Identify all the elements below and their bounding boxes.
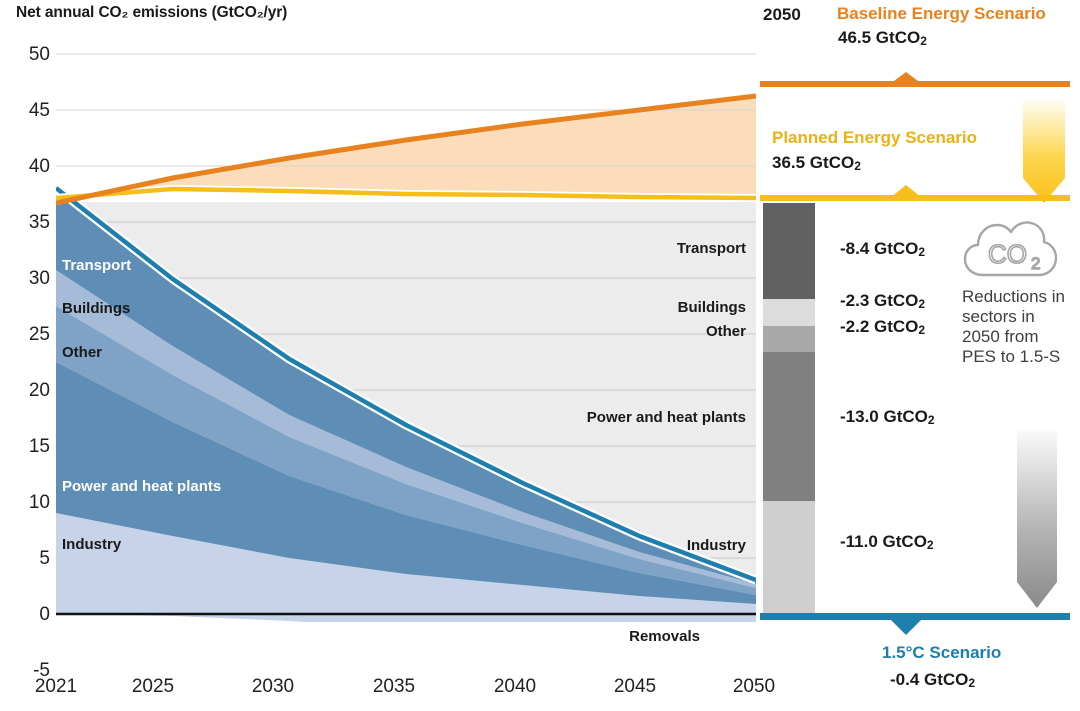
band-industry (56, 513, 756, 614)
label-buildings-right: Buildings (677, 299, 746, 316)
baseline-scenario-rule (760, 72, 1070, 88)
reduction-label-1: -8.4 GtCO2 (840, 239, 925, 259)
right-panel-year: 2050 (763, 5, 801, 24)
y-tick-25: 25 (28, 324, 50, 345)
y-axis: 50 45 40 35 30 25 20 15 10 5 0 -5 (0, 0, 50, 711)
baseline-rule-svg (760, 72, 1070, 87)
y-tick-30: 30 (28, 268, 50, 289)
reduction-label-1-sub: 2 (918, 245, 926, 259)
x-tick-2050: 2050 (732, 676, 776, 697)
reduction-label-3-sub: 2 (918, 323, 926, 337)
label-industry-right: Industry (686, 537, 746, 554)
x-tick-2040: 2040 (493, 676, 537, 697)
line-planned-energy-scenario (56, 186, 756, 201)
reduction-label-4-text: -13.0 GtCO (840, 407, 928, 426)
band-removals (56, 614, 756, 622)
reduction-segment-5 (763, 501, 815, 616)
x-tick-2025: 2025 (131, 676, 175, 697)
reduction-label-4-sub: 2 (927, 413, 935, 427)
reduction-segment-4 (763, 352, 815, 501)
planned-value-text: 36.5 GtCO (772, 153, 855, 172)
planned-value-sub: 2 (854, 159, 861, 173)
y-tick-45: 45 (28, 100, 50, 121)
label-transport-right: Transport (676, 240, 746, 257)
co2-cloud-icon: CO 2 (963, 215, 1058, 285)
baseline-scenario-value: 46.5 GtCO2 (838, 28, 927, 48)
reductions-caption: Reductions in sectors in 2050 from PES t… (962, 287, 1066, 366)
y-tick-20: 20 (28, 380, 50, 401)
reduction-segment-1 (763, 203, 815, 299)
label-power-left: Power and heat plants (62, 478, 222, 495)
label-other-left: Other (62, 344, 103, 361)
band-power-and-heat-plants (56, 362, 756, 604)
reduction-label-3-text: -2.2 GtCO (840, 317, 919, 336)
label-removals: Removals (629, 628, 700, 645)
planned-up-marker (890, 185, 922, 198)
planned-to-target-arrow (1017, 100, 1071, 205)
yellow-arrow-svg (1023, 100, 1065, 203)
baseline-value-text: 46.5 GtCO (838, 28, 921, 47)
x-tick-2030: 2030 (251, 676, 295, 697)
planned-rule-svg (760, 185, 1070, 201)
line-baseline-energy-scenario (56, 93, 756, 206)
reduction-label-4: -13.0 GtCO2 (840, 407, 935, 427)
planned-rule-line (760, 195, 1070, 201)
label-other-right: Other (705, 323, 746, 340)
y-tick-15: 15 (28, 436, 50, 457)
y-tick-10: 10 (28, 492, 50, 513)
reduction-label-1-text: -8.4 GtCO (840, 239, 919, 258)
y-tick-50: 50 (28, 44, 50, 65)
chart-plot-area: Transport Buildings Other Power and heat… (56, 50, 756, 645)
reduction-label-2-sub: 2 (918, 297, 926, 311)
x-tick-2045: 2045 (613, 676, 657, 697)
y-tick-35: 35 (28, 212, 50, 233)
planned-scenario-title: Planned Energy Scenario (772, 128, 978, 147)
chart-svg (56, 50, 756, 622)
line-1-5c-scenario (56, 186, 756, 583)
page-title-text: Net annual CO₂ emissions (GtCO₂/yr) (16, 4, 288, 21)
target-rule-line (760, 613, 1070, 620)
x-tick-2035: 2035 (372, 676, 416, 697)
target-rule-svg (760, 613, 1070, 635)
planned-scenario-value: 36.5 GtCO2 (772, 153, 861, 173)
y-tick-5: 5 (39, 548, 50, 569)
reduction-label-5-text: -11.0 GtCO (840, 532, 927, 551)
reduction-bar (763, 203, 815, 616)
reduction-segment-2 (763, 299, 815, 326)
label-power-right: Power and heat plants (586, 409, 746, 426)
target-scenario-value: -0.4 GtCO2 (890, 670, 975, 690)
page-title: Net annual CO₂ emissions (GtCO₂/yr) (16, 4, 287, 22)
reduction-label-2: -2.3 GtCO2 (840, 291, 925, 311)
reduction-label-5-sub: 2 (926, 538, 934, 552)
grey-arrow-svg (1017, 430, 1057, 608)
svg-text:CO: CO (988, 239, 1027, 269)
reduction-label-5: -11.0 GtCO2 (840, 532, 934, 552)
y-tick-0: 0 (39, 604, 50, 625)
x-axis: 2021 2025 2030 2035 2040 2045 2050 (0, 676, 780, 706)
target-scenario-rule (760, 613, 1070, 637)
baseline-scenario-band (56, 96, 756, 203)
reduction-label-2-text: -2.3 GtCO (840, 291, 919, 310)
baseline-value-sub: 2 (920, 34, 927, 48)
reduction-segment-3 (763, 326, 815, 352)
planned-scenario-rule (760, 185, 1070, 203)
y-tick-40: 40 (28, 156, 50, 177)
label-buildings-left: Buildings (62, 300, 131, 317)
pes-to-target-arrow (1010, 430, 1064, 610)
baseline-scenario-title: Baseline Energy Scenario (837, 4, 1046, 23)
label-transport-left: Transport (62, 257, 132, 274)
target-scenario-title: 1.5°C Scenario (882, 643, 1002, 662)
target-down-marker (890, 619, 922, 635)
y-tick-minus5: -5 (33, 660, 50, 681)
target-value-sub: 2 (968, 676, 976, 690)
co2-cloud-svg: CO 2 (963, 221, 1058, 277)
baseline-rule-line (760, 81, 1070, 87)
reduction-label-3: -2.2 GtCO2 (840, 317, 925, 337)
x-tick-2021: 2021 (34, 676, 78, 697)
target-value-text: -0.4 GtCO (890, 670, 969, 689)
svg-text:2: 2 (1031, 254, 1040, 273)
label-industry-left: Industry (62, 536, 122, 553)
